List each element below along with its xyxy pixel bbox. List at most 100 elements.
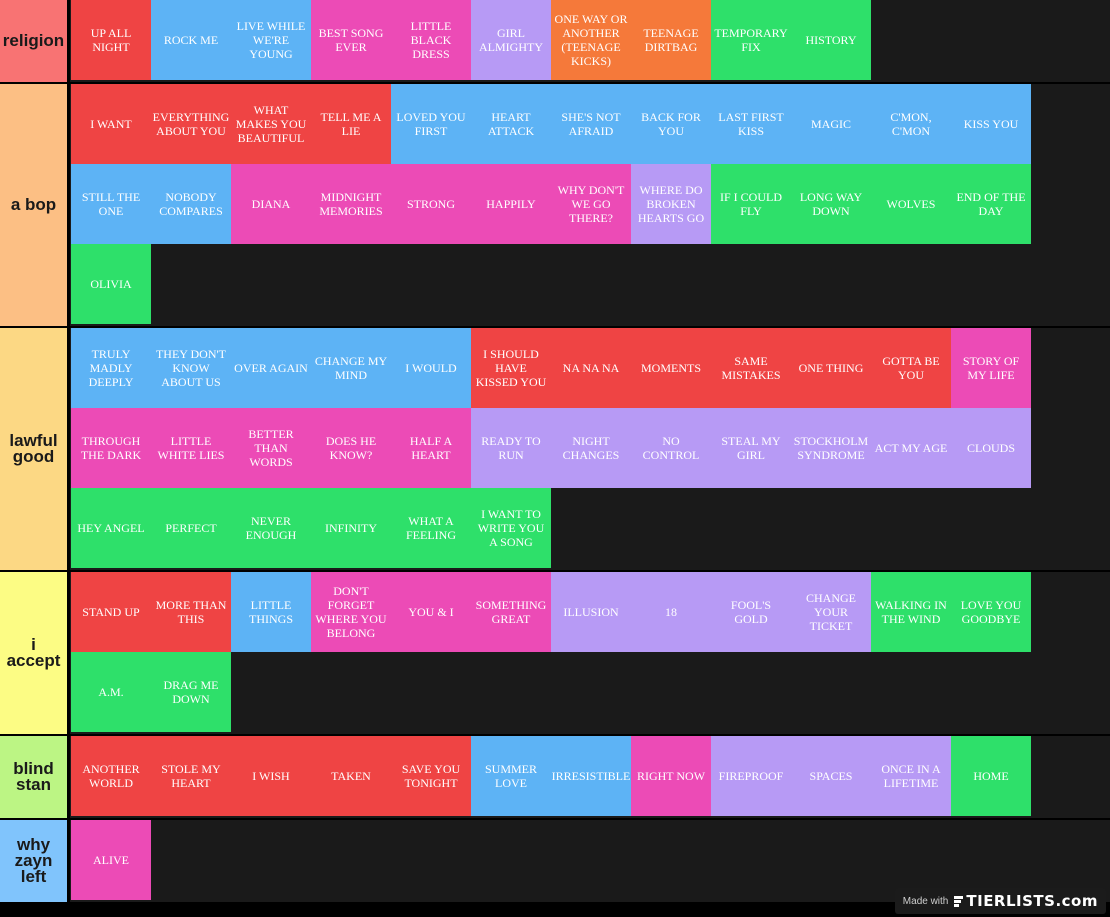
- song-card[interactable]: END OF THE DAY: [951, 164, 1031, 244]
- song-card[interactable]: LITTLE WHITE LIES: [151, 408, 231, 488]
- song-card[interactable]: WHERE DO BROKEN HEARTS GO: [631, 164, 711, 244]
- song-card[interactable]: HAPPILY: [471, 164, 551, 244]
- song-card[interactable]: DIANA: [231, 164, 311, 244]
- song-card[interactable]: LAST FIRST KISS: [711, 84, 791, 164]
- song-card[interactable]: I WOULD: [391, 328, 471, 408]
- song-card[interactable]: DON'T FORGET WHERE YOU BELONG: [311, 572, 391, 652]
- song-card[interactable]: HEY ANGEL: [71, 488, 151, 568]
- song-card[interactable]: TEENAGE DIRTBAG: [631, 0, 711, 80]
- song-card[interactable]: ONE WAY OR ANOTHER (TEENAGE KICKS): [551, 0, 631, 80]
- song-card[interactable]: STEAL MY GIRL: [711, 408, 791, 488]
- song-card[interactable]: WHY DON'T WE GO THERE?: [551, 164, 631, 244]
- song-card[interactable]: MOMENTS: [631, 328, 711, 408]
- song-card[interactable]: STOLE MY HEART: [151, 736, 231, 816]
- song-card[interactable]: YOU & I: [391, 572, 471, 652]
- song-card[interactable]: THROUGH THE DARK: [71, 408, 151, 488]
- song-card[interactable]: STOCKHOLM SYNDROME: [791, 408, 871, 488]
- song-card[interactable]: ROCK ME: [151, 0, 231, 80]
- song-card[interactable]: BACK FOR YOU: [631, 84, 711, 164]
- song-card[interactable]: ANOTHER WORLD: [71, 736, 151, 816]
- song-card[interactable]: LITTLE THINGS: [231, 572, 311, 652]
- song-card[interactable]: HISTORY: [791, 0, 871, 80]
- song-card[interactable]: ILLUSION: [551, 572, 631, 652]
- song-card[interactable]: HEART ATTACK: [471, 84, 551, 164]
- song-card[interactable]: TRULY MADLY DEEPLY: [71, 328, 151, 408]
- song-card[interactable]: TEMPORARY FIX: [711, 0, 791, 80]
- song-card[interactable]: STRONG: [391, 164, 471, 244]
- tier-label[interactable]: lawful good: [0, 328, 70, 570]
- song-card[interactable]: NA NA NA: [551, 328, 631, 408]
- song-card[interactable]: UP ALL NIGHT: [71, 0, 151, 80]
- song-card[interactable]: LITTLE BLACK DRESS: [391, 0, 471, 80]
- song-card[interactable]: IRRESISTIBLE: [551, 736, 631, 816]
- song-card[interactable]: GOTTA BE YOU: [871, 328, 951, 408]
- tier-label[interactable]: why zayn left: [0, 820, 70, 902]
- song-card[interactable]: KISS YOU: [951, 84, 1031, 164]
- song-card[interactable]: I WANT: [71, 84, 151, 164]
- song-card[interactable]: NOBODY COMPARES: [151, 164, 231, 244]
- song-card[interactable]: OLIVIA: [71, 244, 151, 324]
- song-card[interactable]: DOES HE KNOW?: [311, 408, 391, 488]
- song-card[interactable]: ONE THING: [791, 328, 871, 408]
- song-card[interactable]: TAKEN: [311, 736, 391, 816]
- song-card[interactable]: OVER AGAIN: [231, 328, 311, 408]
- song-card[interactable]: LOVED YOU FIRST: [391, 84, 471, 164]
- song-card[interactable]: HOME: [951, 736, 1031, 816]
- tier-label[interactable]: religion: [0, 0, 70, 82]
- song-card[interactable]: CHANGE MY MIND: [311, 328, 391, 408]
- song-card[interactable]: SOMETHING GREAT: [471, 572, 551, 652]
- song-card[interactable]: SHE'S NOT AFRAID: [551, 84, 631, 164]
- tier-label[interactable]: blind stan: [0, 736, 70, 818]
- song-card[interactable]: THEY DON'T KNOW ABOUT US: [151, 328, 231, 408]
- song-card[interactable]: C'MON, C'MON: [871, 84, 951, 164]
- song-card[interactable]: SPACES: [791, 736, 871, 816]
- song-card[interactable]: SUMMER LOVE: [471, 736, 551, 816]
- song-card[interactable]: FOOL'S GOLD: [711, 572, 791, 652]
- song-card[interactable]: ALIVE: [71, 820, 151, 900]
- song-card[interactable]: NEVER ENOUGH: [231, 488, 311, 568]
- song-card[interactable]: I WISH: [231, 736, 311, 816]
- song-card[interactable]: STILL THE ONE: [71, 164, 151, 244]
- tier-label[interactable]: i accept: [0, 572, 70, 734]
- song-card[interactable]: WHAT A FEELING: [391, 488, 471, 568]
- song-card[interactable]: RIGHT NOW: [631, 736, 711, 816]
- song-card[interactable]: PERFECT: [151, 488, 231, 568]
- song-card[interactable]: EVERYTHING ABOUT YOU: [151, 84, 231, 164]
- song-card[interactable]: TELL ME A LIE: [311, 84, 391, 164]
- song-card[interactable]: STORY OF MY LIFE: [951, 328, 1031, 408]
- song-card[interactable]: WOLVES: [871, 164, 951, 244]
- song-card[interactable]: MAGIC: [791, 84, 871, 164]
- song-card[interactable]: CLOUDS: [951, 408, 1031, 488]
- song-card[interactable]: DRAG ME DOWN: [151, 652, 231, 732]
- song-card[interactable]: ACT MY AGE: [871, 408, 951, 488]
- song-card[interactable]: BEST SONG EVER: [311, 0, 391, 80]
- song-card[interactable]: STAND UP: [71, 572, 151, 652]
- song-card[interactable]: INFINITY: [311, 488, 391, 568]
- song-card[interactable]: ONCE IN A LIFETIME: [871, 736, 951, 816]
- song-card[interactable]: WALKING IN THE WIND: [871, 572, 951, 652]
- song-card[interactable]: MORE THAN THIS: [151, 572, 231, 652]
- song-card[interactable]: FIREPROOF: [711, 736, 791, 816]
- song-card[interactable]: WHAT MAKES YOU BEAUTIFUL: [231, 84, 311, 164]
- song-card[interactable]: CHANGE YOUR TICKET: [791, 572, 871, 652]
- song-card[interactable]: HALF A HEART: [391, 408, 471, 488]
- song-card[interactable]: BETTER THAN WORDS: [231, 408, 311, 488]
- song-card[interactable]: IF I COULD FLY: [711, 164, 791, 244]
- song-card[interactable]: SAVE YOU TONIGHT: [391, 736, 471, 816]
- song-card[interactable]: A.M.: [71, 652, 151, 732]
- song-card[interactable]: LOVE YOU GOODBYE: [951, 572, 1031, 652]
- song-card[interactable]: READY TO RUN: [471, 408, 551, 488]
- song-card[interactable]: I SHOULD HAVE KISSED YOU: [471, 328, 551, 408]
- song-card[interactable]: 18: [631, 572, 711, 652]
- song-card[interactable]: SAME MISTAKES: [711, 328, 791, 408]
- tier-label[interactable]: a bop: [0, 84, 70, 326]
- song-card[interactable]: GIRL ALMIGHTY: [471, 0, 551, 80]
- song-card[interactable]: NIGHT CHANGES: [551, 408, 631, 488]
- song-card[interactable]: LONG WAY DOWN: [791, 164, 871, 244]
- watermark[interactable]: Made with TIERLISTS.com: [894, 888, 1106, 914]
- song-card[interactable]: NO CONTROL: [631, 408, 711, 488]
- song-card[interactable]: MIDNIGHT MEMORIES: [311, 164, 391, 244]
- song-card[interactable]: LIVE WHILE WE'RE YOUNG: [231, 0, 311, 80]
- tier-row: a bop I WANT EVERYTHING ABOUT YOU WHAT MAKE…: [0, 84, 1110, 328]
- song-card[interactable]: I WANT TO WRITE YOU A SONG: [471, 488, 551, 568]
